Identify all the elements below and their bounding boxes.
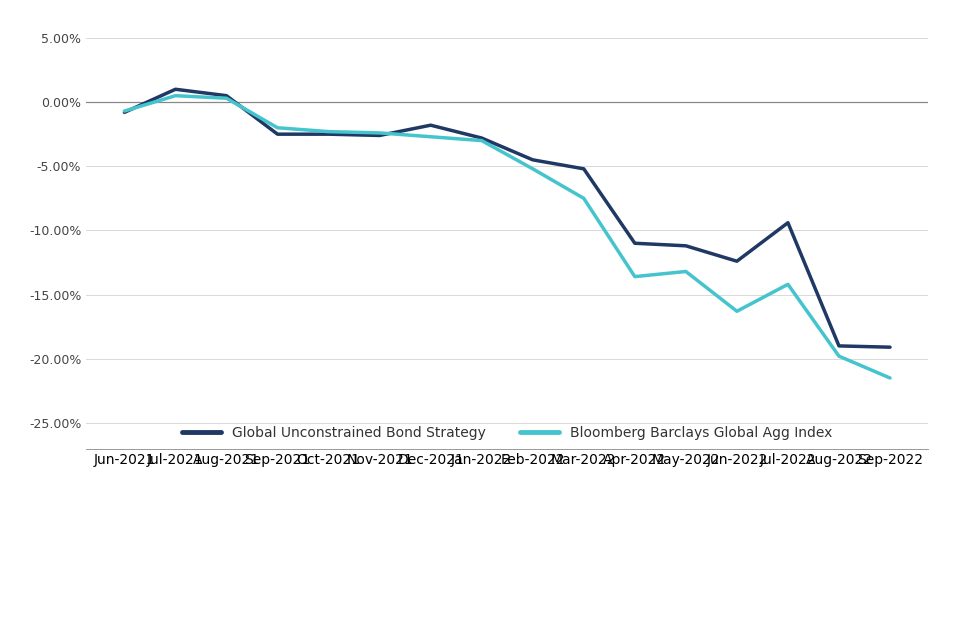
Bloomberg Barclays Global Agg Index xyxy=(169,92,181,100)
Global Unconstrained Bond Strategy xyxy=(119,108,130,116)
Global Unconstrained Bond Strategy xyxy=(323,130,334,138)
Bloomberg Barclays Global Agg Index xyxy=(323,128,334,135)
Global Unconstrained Bond Strategy xyxy=(834,342,845,350)
Global Unconstrained Bond Strategy xyxy=(527,156,539,164)
Bloomberg Barclays Global Agg Index xyxy=(731,308,743,315)
Bloomberg Barclays Global Agg Index xyxy=(629,273,640,280)
Bloomberg Barclays Global Agg Index xyxy=(221,95,233,102)
Bloomberg Barclays Global Agg Index xyxy=(834,353,845,360)
Line: Global Unconstrained Bond Strategy: Global Unconstrained Bond Strategy xyxy=(124,89,890,347)
Bloomberg Barclays Global Agg Index xyxy=(578,194,590,202)
Bloomberg Barclays Global Agg Index xyxy=(884,374,896,382)
Bloomberg Barclays Global Agg Index xyxy=(782,280,793,288)
Bloomberg Barclays Global Agg Index xyxy=(425,133,436,140)
Global Unconstrained Bond Strategy xyxy=(476,135,487,142)
Bloomberg Barclays Global Agg Index xyxy=(476,137,487,145)
Bloomberg Barclays Global Agg Index xyxy=(527,165,539,173)
Global Unconstrained Bond Strategy xyxy=(731,257,743,265)
Bloomberg Barclays Global Agg Index xyxy=(119,107,130,115)
Global Unconstrained Bond Strategy xyxy=(680,242,692,250)
Bloomberg Barclays Global Agg Index xyxy=(374,129,386,136)
Global Unconstrained Bond Strategy xyxy=(629,239,640,247)
Bloomberg Barclays Global Agg Index xyxy=(680,268,692,275)
Global Unconstrained Bond Strategy xyxy=(884,343,896,351)
Global Unconstrained Bond Strategy xyxy=(425,121,436,129)
Global Unconstrained Bond Strategy xyxy=(272,130,283,138)
Global Unconstrained Bond Strategy xyxy=(782,219,793,226)
Legend: Global Unconstrained Bond Strategy, Bloomberg Barclays Global Agg Index: Global Unconstrained Bond Strategy, Bloo… xyxy=(176,421,838,446)
Global Unconstrained Bond Strategy xyxy=(221,92,233,100)
Global Unconstrained Bond Strategy xyxy=(578,165,590,173)
Global Unconstrained Bond Strategy xyxy=(374,131,386,139)
Global Unconstrained Bond Strategy xyxy=(169,85,181,93)
Line: Bloomberg Barclays Global Agg Index: Bloomberg Barclays Global Agg Index xyxy=(124,96,890,378)
Bloomberg Barclays Global Agg Index xyxy=(272,124,283,131)
